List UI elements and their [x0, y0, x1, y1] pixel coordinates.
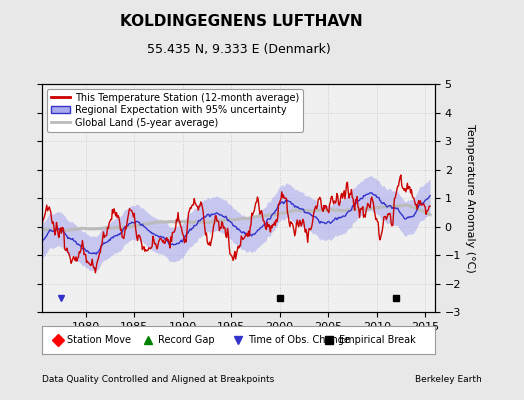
Text: Time of Obs. Change: Time of Obs. Change [248, 335, 350, 345]
Text: Berkeley Earth: Berkeley Earth [416, 375, 482, 384]
Text: Record Gap: Record Gap [158, 335, 214, 345]
Text: Data Quality Controlled and Aligned at Breakpoints: Data Quality Controlled and Aligned at B… [42, 375, 274, 384]
Text: Station Move: Station Move [68, 335, 132, 345]
Y-axis label: Temperature Anomaly (°C): Temperature Anomaly (°C) [465, 124, 475, 272]
Text: KOLDINGEGNENS LUFTHAVN: KOLDINGEGNENS LUFTHAVN [119, 14, 363, 29]
Legend: This Temperature Station (12-month average), Regional Expectation with 95% uncer: This Temperature Station (12-month avera… [47, 89, 303, 132]
Text: Empirical Break: Empirical Break [339, 335, 416, 345]
Title: 55.435 N, 9.333 E (Denmark): 55.435 N, 9.333 E (Denmark) [147, 44, 330, 56]
